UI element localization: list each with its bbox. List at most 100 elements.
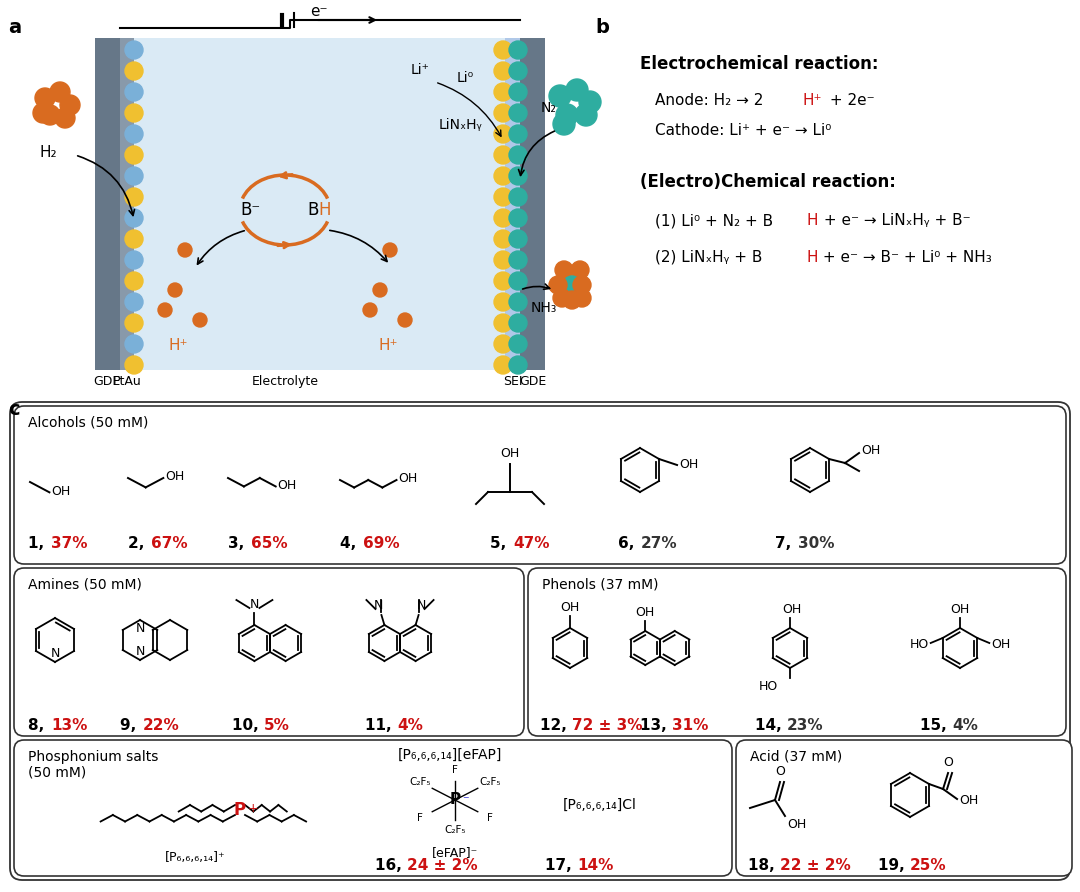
- Circle shape: [549, 85, 571, 107]
- Text: GDE: GDE: [93, 375, 121, 388]
- Text: 7,: 7,: [775, 536, 797, 551]
- Circle shape: [125, 251, 143, 269]
- Circle shape: [509, 62, 527, 80]
- Circle shape: [494, 62, 512, 80]
- Circle shape: [60, 95, 80, 115]
- Text: OH: OH: [679, 458, 699, 470]
- Circle shape: [509, 293, 527, 311]
- Text: N: N: [51, 647, 59, 660]
- Text: 4%: 4%: [397, 718, 423, 733]
- Text: + e⁻ → LiNₓHᵧ + B⁻: + e⁻ → LiNₓHᵧ + B⁻: [819, 213, 971, 228]
- Text: SEI: SEI: [503, 375, 523, 388]
- Text: N₂: N₂: [541, 101, 557, 115]
- Text: 14,: 14,: [755, 718, 787, 733]
- Text: 11,: 11,: [365, 718, 396, 733]
- Text: 15,: 15,: [920, 718, 951, 733]
- Text: Phosphonium salts: Phosphonium salts: [28, 750, 159, 764]
- Text: (50 mM): (50 mM): [28, 766, 86, 780]
- Text: 27%: 27%: [642, 536, 677, 551]
- Text: 65%: 65%: [251, 536, 287, 551]
- Text: OH: OH: [991, 638, 1011, 650]
- Text: 47%: 47%: [513, 536, 550, 551]
- Circle shape: [494, 251, 512, 269]
- Text: 72 ± 3%: 72 ± 3%: [572, 718, 643, 733]
- Text: 2,: 2,: [129, 536, 150, 551]
- Circle shape: [563, 276, 581, 294]
- Bar: [95, 38, 120, 370]
- Circle shape: [555, 261, 573, 279]
- Text: (1) Li⁰ + N₂ + B: (1) Li⁰ + N₂ + B: [654, 213, 773, 228]
- Text: Anode: H₂ → 2: Anode: H₂ → 2: [654, 93, 764, 108]
- Text: 13,: 13,: [640, 718, 672, 733]
- FancyBboxPatch shape: [14, 740, 732, 876]
- Circle shape: [579, 91, 600, 113]
- Circle shape: [494, 293, 512, 311]
- Circle shape: [125, 104, 143, 122]
- Text: PtAu: PtAu: [112, 375, 141, 388]
- Circle shape: [509, 125, 527, 143]
- FancyBboxPatch shape: [528, 568, 1066, 736]
- Text: Electrochemical reaction:: Electrochemical reaction:: [640, 55, 878, 73]
- Text: B⁻: B⁻: [240, 201, 260, 219]
- Circle shape: [33, 103, 53, 123]
- Text: 16,: 16,: [375, 858, 407, 873]
- Circle shape: [125, 314, 143, 332]
- Text: OH: OH: [636, 606, 654, 619]
- Circle shape: [556, 104, 578, 126]
- Text: N: N: [374, 599, 383, 612]
- Circle shape: [125, 272, 143, 290]
- Circle shape: [178, 243, 192, 257]
- Bar: [95, 38, 545, 370]
- Circle shape: [494, 230, 512, 248]
- Text: OH: OH: [782, 603, 801, 616]
- Text: 5%: 5%: [264, 718, 289, 733]
- Text: 22%: 22%: [143, 718, 179, 733]
- Circle shape: [494, 104, 512, 122]
- Text: 69%: 69%: [363, 536, 400, 551]
- Text: LiNₓHᵧ: LiNₓHᵧ: [438, 118, 482, 132]
- Circle shape: [563, 291, 581, 309]
- Circle shape: [509, 146, 527, 164]
- Circle shape: [509, 41, 527, 59]
- Text: [P₆,₆,₆,₁₄][eFAP]: [P₆,₆,₆,₁₄][eFAP]: [397, 748, 502, 762]
- Circle shape: [494, 41, 512, 59]
- Text: F: F: [453, 765, 458, 775]
- Text: HO: HO: [909, 638, 929, 650]
- Circle shape: [573, 289, 591, 307]
- Circle shape: [494, 83, 512, 101]
- Text: + e⁻ → B⁻ + Li⁰ + NH₃: + e⁻ → B⁻ + Li⁰ + NH₃: [818, 250, 991, 265]
- Text: B: B: [308, 201, 319, 219]
- FancyBboxPatch shape: [14, 406, 1066, 564]
- Text: Electrolyte: Electrolyte: [252, 375, 319, 388]
- Text: Alcohols (50 mM): Alcohols (50 mM): [28, 415, 148, 429]
- Text: Li⁺: Li⁺: [410, 63, 430, 77]
- Text: 25%: 25%: [910, 858, 947, 873]
- Text: C₂F₅: C₂F₅: [444, 825, 465, 835]
- Circle shape: [125, 41, 143, 59]
- Text: H: H: [806, 250, 818, 265]
- Text: 22 ± 2%: 22 ± 2%: [780, 858, 851, 873]
- Circle shape: [553, 113, 575, 135]
- Circle shape: [50, 82, 70, 102]
- Text: Cathode: Li⁺ + e⁻ → Li⁰: Cathode: Li⁺ + e⁻ → Li⁰: [654, 123, 832, 138]
- Circle shape: [494, 314, 512, 332]
- Circle shape: [125, 146, 143, 164]
- Text: OH: OH: [278, 479, 297, 492]
- Text: C₂F₅: C₂F₅: [480, 777, 501, 787]
- Circle shape: [125, 356, 143, 374]
- Circle shape: [158, 303, 172, 317]
- Circle shape: [509, 188, 527, 206]
- Circle shape: [383, 243, 397, 257]
- Circle shape: [193, 313, 207, 327]
- Text: OH: OH: [950, 603, 970, 616]
- Text: OH: OH: [500, 447, 519, 460]
- Circle shape: [494, 335, 512, 353]
- Text: e⁻: e⁻: [310, 4, 327, 20]
- Text: F: F: [487, 813, 492, 823]
- Text: 17,: 17,: [545, 858, 577, 873]
- Text: 23%: 23%: [787, 718, 824, 733]
- FancyBboxPatch shape: [735, 740, 1072, 876]
- Circle shape: [494, 167, 512, 185]
- Bar: [120, 38, 134, 370]
- Text: 10,: 10,: [232, 718, 264, 733]
